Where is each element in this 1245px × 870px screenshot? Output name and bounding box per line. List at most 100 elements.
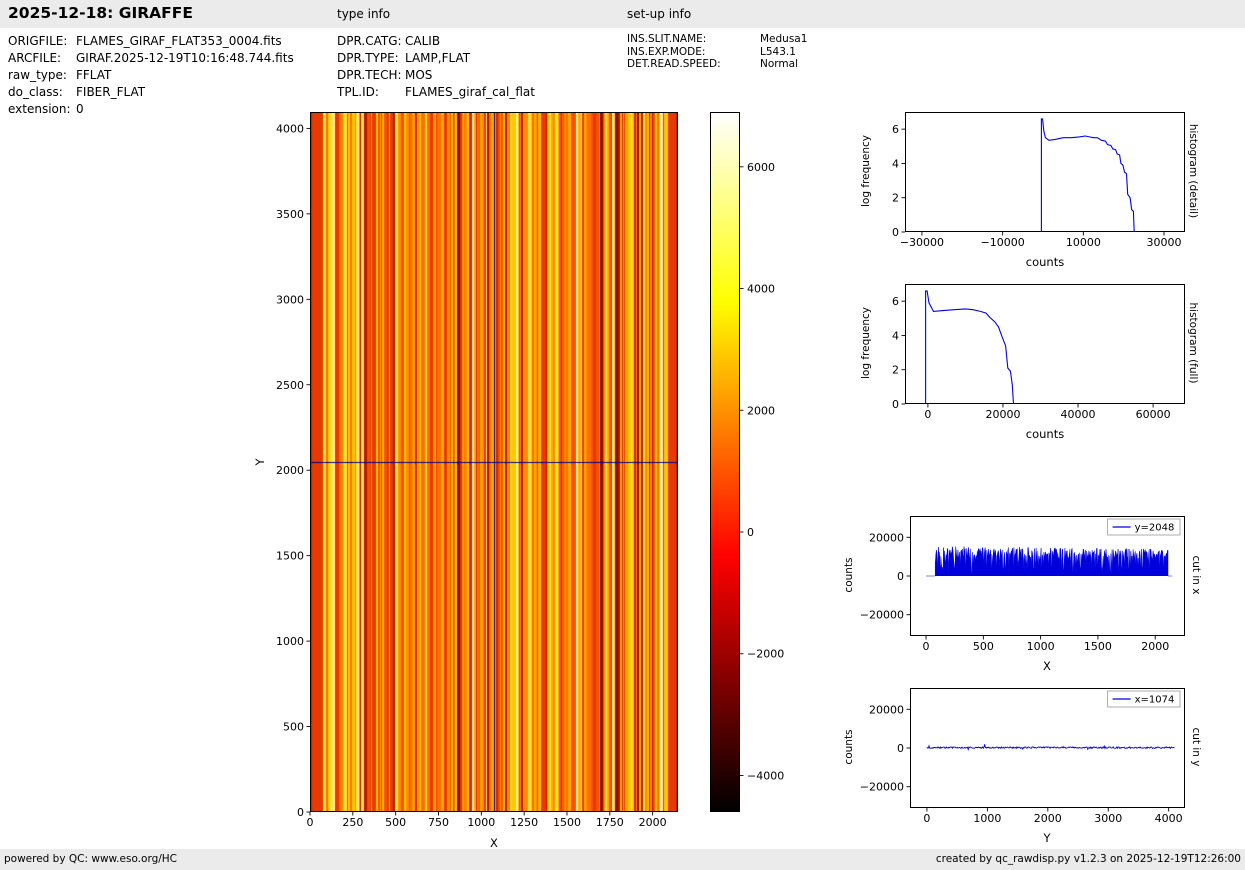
svg-text:−30000: −30000	[900, 236, 944, 249]
svg-text:30000: 30000	[1147, 236, 1182, 249]
svg-text:0: 0	[924, 408, 931, 421]
svg-text:20000: 20000	[869, 703, 904, 716]
svg-text:1000: 1000	[1027, 640, 1055, 653]
meta-value: LAMP,FLAT	[405, 51, 471, 65]
svg-text:750: 750	[428, 816, 449, 829]
svg-text:2: 2	[892, 192, 899, 205]
svg-text:500: 500	[385, 816, 406, 829]
svg-text:1500: 1500	[553, 816, 581, 829]
histogram-full-plot: 0 20000 40000 60000 0 2 4 6	[892, 284, 1185, 421]
colorbar-ticks: 6000 4000 2000 0 −2000 −4000	[710, 112, 784, 812]
svg-text:y=2048: y=2048	[1135, 523, 1175, 534]
svg-text:0: 0	[923, 640, 930, 653]
meta-value: L543.1	[760, 45, 796, 58]
read-speed-row: DET.READ.SPEED: Normal	[627, 58, 807, 71]
svg-text:2000: 2000	[639, 816, 667, 829]
svg-text:0: 0	[897, 742, 904, 755]
dpr-type-row: DPR.TYPE: LAMP,FLAT	[337, 50, 535, 67]
svg-text:6000: 6000	[747, 161, 775, 174]
meta-value: FFLAT	[76, 68, 112, 82]
svg-text:−20000: −20000	[860, 609, 904, 622]
raw-frame-image	[310, 112, 678, 812]
setup-info-heading: set-up info	[627, 7, 692, 21]
meta-value: CALIB	[405, 34, 441, 48]
svg-text:20000: 20000	[985, 408, 1020, 421]
svg-text:1000: 1000	[973, 812, 1001, 825]
meta-label: INS.EXP.MODE:	[627, 45, 706, 58]
svg-text:60000: 60000	[1136, 408, 1171, 421]
svg-text:x=1074: x=1074	[1135, 695, 1175, 706]
cut-in-y-ylabel: counts	[843, 729, 855, 765]
hist-full-ylabel: log frequency	[860, 307, 872, 380]
meta-label: TPL.ID:	[337, 85, 379, 99]
hist-detail-xlabel: counts	[1025, 255, 1065, 269]
legend: x=1074	[1107, 690, 1181, 708]
page-title: 2025-12-18: GIRAFFE	[8, 4, 193, 22]
svg-text:0: 0	[892, 398, 899, 411]
svg-text:2000: 2000	[1034, 812, 1062, 825]
slit-name-row: INS.SLIT.NAME: Medusa1	[627, 33, 807, 46]
svg-text:0: 0	[747, 526, 754, 539]
svg-text:0: 0	[897, 570, 904, 583]
meta-label: INS.SLIT.NAME:	[627, 33, 707, 45]
type-info-block: DPR.CATG: CALIB DPR.TYPE: LAMP,FLAT DPR.…	[337, 33, 535, 101]
svg-text:0: 0	[307, 816, 314, 829]
svg-text:1750: 1750	[596, 816, 624, 829]
meta-label: ARCFILE:	[8, 51, 62, 65]
main-x-axis-label: X	[490, 836, 498, 850]
meta-label: ORIGFILE:	[8, 34, 68, 48]
svg-text:10000: 10000	[1066, 236, 1101, 249]
svg-text:2000: 2000	[747, 404, 775, 417]
exp-mode-row: INS.EXP.MODE: L543.1	[627, 46, 807, 59]
meta-value: FLAMES_GIRAF_FLAT353_0004.fits	[76, 34, 282, 48]
hist-detail-right-label: histogram (detail)	[1187, 123, 1199, 219]
svg-text:4000: 4000	[1155, 812, 1183, 825]
svg-text:1500: 1500	[276, 550, 304, 563]
raw-frame-axes: 0 250 500 750 1000 1250 1500 1750 2000 0 500 1000 15…	[276, 112, 678, 829]
footer-bar: powered by QC: www.eso.org/HC created by…	[0, 849, 1245, 870]
meta-value: Medusa1	[760, 33, 808, 45]
do-class-row: do_class: FIBER_FLAT	[8, 84, 294, 101]
svg-text:4: 4	[892, 157, 899, 170]
svg-text:2500: 2500	[276, 379, 304, 392]
svg-text:6: 6	[892, 123, 899, 136]
svg-text:3500: 3500	[276, 208, 304, 221]
file-info-block: ORIGFILE: FLAMES_GIRAF_FLAT353_0004.fits…	[8, 33, 294, 118]
cut-in-y-xlabel: Y	[1043, 831, 1051, 845]
svg-text:4: 4	[892, 329, 899, 342]
meta-label: DPR.TECH:	[337, 68, 402, 82]
histogram-detail-plot: −30000 −10000 10000 30000 0 2 4 6	[892, 112, 1185, 249]
svg-text:2000: 2000	[1141, 640, 1169, 653]
meta-value: FIBER_FLAT	[76, 85, 146, 99]
svg-text:0: 0	[297, 806, 304, 819]
svg-text:3000: 3000	[276, 293, 304, 306]
svg-text:2000: 2000	[276, 464, 304, 477]
origfile-row: ORIGFILE: FLAMES_GIRAF_FLAT353_0004.fits	[8, 33, 294, 50]
meta-value: FLAMES_giraf_cal_flat	[405, 85, 535, 99]
svg-text:0: 0	[923, 812, 930, 825]
tpl-id-row: TPL.ID: FLAMES_giraf_cal_flat	[337, 84, 535, 101]
dpr-tech-row: DPR.TECH: MOS	[337, 67, 535, 84]
meta-label: DPR.CATG:	[337, 34, 402, 48]
svg-text:500: 500	[973, 640, 994, 653]
hist-full-xlabel: counts	[1025, 427, 1065, 441]
extension-row: extension: 0	[8, 101, 294, 118]
meta-value: MOS	[405, 68, 433, 82]
svg-text:4000: 4000	[276, 122, 304, 135]
setup-info-block: INS.SLIT.NAME: Medusa1 INS.EXP.MODE: L54…	[627, 33, 807, 71]
cut-in-y-right-label: cut in y	[1190, 727, 1202, 767]
cut-in-x-xlabel: X	[1043, 659, 1051, 673]
svg-text:1250: 1250	[510, 816, 538, 829]
svg-text:6: 6	[892, 295, 899, 308]
svg-text:250: 250	[342, 816, 363, 829]
raw-type-row: raw_type: FFLAT	[8, 67, 294, 84]
main-y-axis-label: Y	[253, 458, 267, 466]
cut-in-y-plot: 0 1000 2000 3000 4000 −20000 0 20000 x=1074	[860, 688, 1185, 825]
meta-label: do_class:	[8, 85, 63, 99]
svg-text:2: 2	[892, 364, 899, 377]
svg-text:3000: 3000	[1094, 812, 1122, 825]
svg-text:1000: 1000	[276, 635, 304, 648]
legend: y=2048	[1107, 518, 1181, 536]
svg-text:40000: 40000	[1061, 408, 1096, 421]
arcfile-row: ARCFILE: GIRAF.2025-12-19T10:16:48.744.f…	[8, 50, 294, 67]
